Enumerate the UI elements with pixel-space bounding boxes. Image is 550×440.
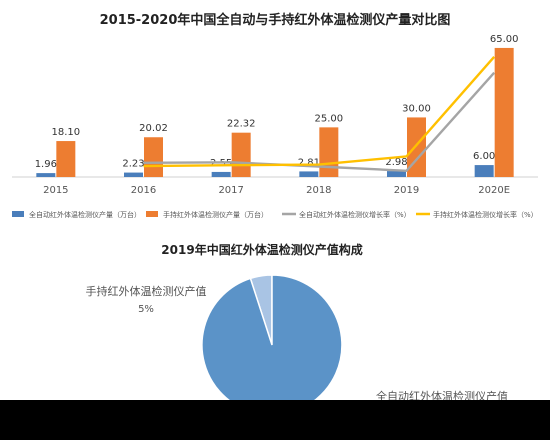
legend-label: 全自动红外体温检测仪增长率（%）	[299, 210, 411, 219]
x-tick-label: 2020E	[478, 185, 510, 196]
pie-label: 全自动红外体温检测仪产值	[376, 389, 508, 403]
legend-swatch	[146, 211, 158, 217]
data-label: 1.96	[35, 159, 57, 170]
data-label: 25.00	[315, 113, 344, 124]
data-label: 30.00	[402, 103, 431, 114]
x-tick-label: 2018	[306, 185, 331, 196]
bar-automatic	[211, 171, 231, 177]
legend-label: 手持红外体温检测仪产量（万台）	[163, 210, 268, 219]
bar-handheld	[144, 137, 163, 177]
growth-line-automatic	[143, 71, 496, 173]
bar-automatic	[474, 165, 494, 177]
pie-chart: 手持红外体温检测仪产值 5% 全自动红外体温检测仪产值	[86, 274, 508, 416]
data-label: 2.81	[298, 157, 320, 168]
bar-automatic	[387, 171, 406, 177]
bar-handheld	[56, 141, 76, 177]
data-label: 22.32	[227, 119, 256, 130]
data-label: 6.00	[473, 151, 495, 162]
data-label: 20.02	[139, 123, 168, 134]
growth-line-handheld	[143, 56, 496, 168]
pie-slice-automatic	[201, 274, 343, 416]
bar-automatic	[299, 171, 319, 177]
bottom-black-bar	[0, 400, 550, 440]
x-tick-label: 2017	[218, 185, 243, 196]
bar-automatic	[124, 172, 143, 177]
data-label: 2.23	[122, 159, 144, 170]
data-label: 18.10	[52, 127, 81, 138]
pie-label: 手持红外体温检测仪产值	[86, 284, 207, 298]
bar-handheld	[494, 47, 514, 177]
chart-legend: 全自动红外体温检测仪产量（万台） 手持红外体温检测仪产量（万台） 全自动红外体温检测…	[12, 210, 538, 219]
pie-chart-title: 2019年中国红外体温检测仪产值构成	[161, 242, 362, 257]
legend-swatch	[12, 211, 24, 217]
bar-handheld	[319, 127, 339, 177]
x-tick-label: 2015	[43, 185, 68, 196]
x-tick-label: 2016	[131, 185, 156, 196]
bar-handheld	[231, 132, 251, 177]
legend-label: 全自动红外体温检测仪产量（万台）	[29, 210, 141, 219]
bar-chart-title: 2015-2020年中国全自动与手持红外体温检测仪产量对比图	[100, 12, 451, 28]
legend-label: 手持红外体温检测仪增长率（%）	[433, 210, 538, 219]
x-tick-label: 2019	[394, 185, 419, 196]
pie-label-value: 5%	[138, 304, 154, 315]
bar-handheld	[407, 117, 426, 177]
data-label: 65.00	[490, 34, 519, 45]
bar-automatic	[36, 173, 56, 177]
data-label: 2.98	[385, 157, 407, 168]
